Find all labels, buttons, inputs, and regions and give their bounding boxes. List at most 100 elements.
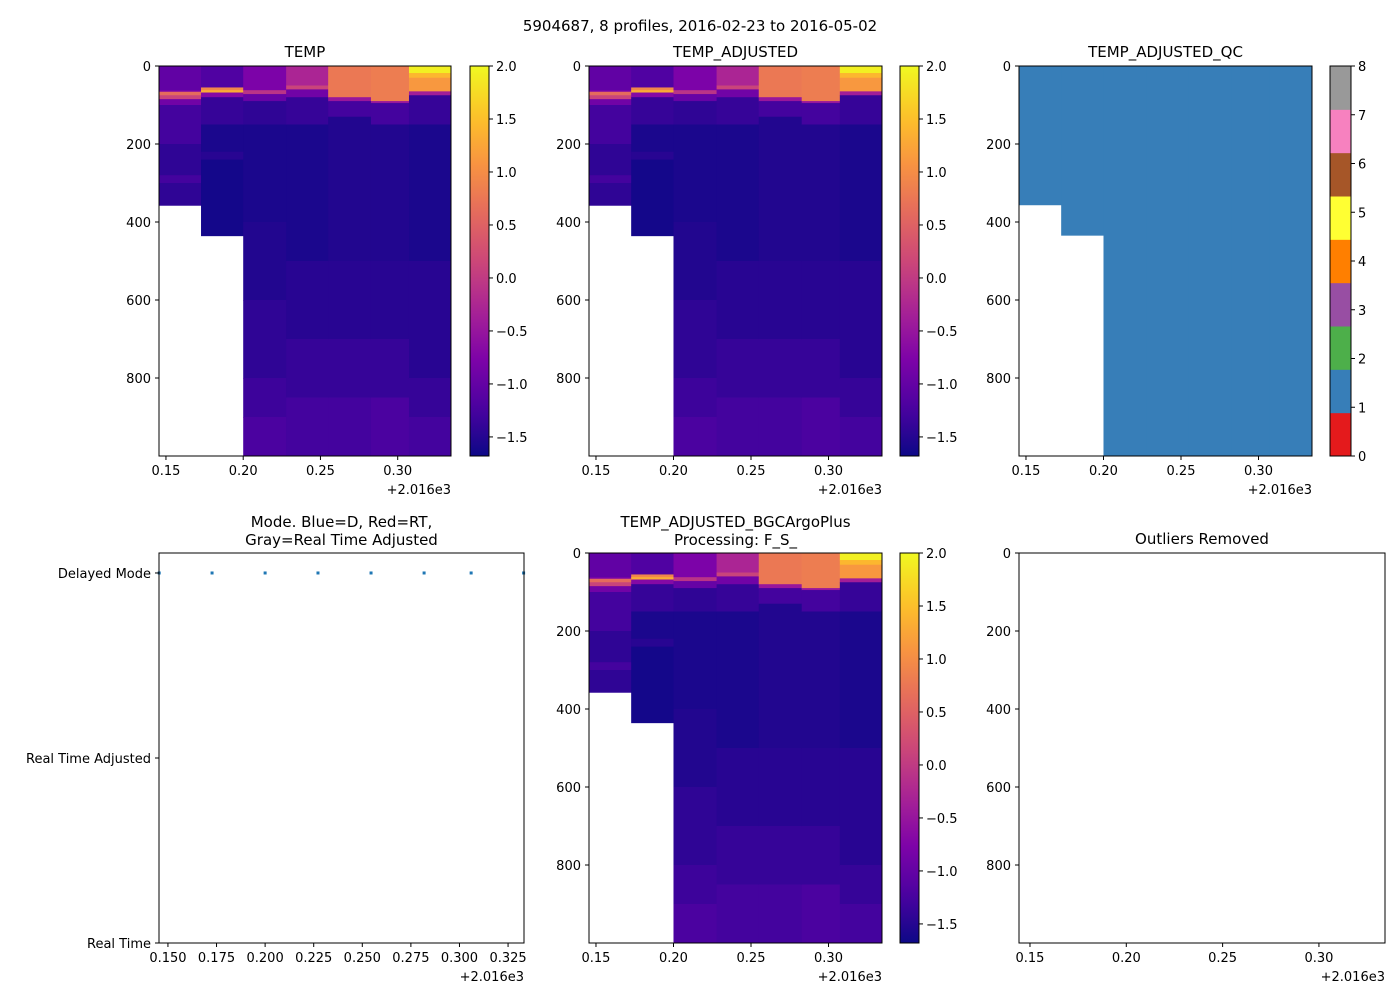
heatmap-column	[758, 66, 803, 457]
heatmap-cell	[801, 261, 841, 340]
heatmap-cell	[673, 101, 718, 125]
heatmap-cell	[589, 577, 632, 580]
heatmap-cell	[243, 90, 287, 95]
colorbar: 2.0 1.5 1.0 0.5 0.0 −0.5 −1.0 −1.5	[899, 60, 958, 457]
subplot-3: 0.15 0.20 0.25 0.30 +2.016e3 0 200 400 600 800 TEM…	[986, 43, 1366, 498]
heatmap-cell	[286, 97, 329, 125]
heatmap-cell	[716, 339, 760, 398]
heatmap-cell	[328, 397, 372, 457]
heatmap-cell	[408, 91, 452, 96]
heatmap-column	[1231, 66, 1271, 456]
heatmap-cell	[839, 748, 883, 866]
colorbar-tick-label: 1	[1358, 401, 1366, 416]
x-tick-label: 0.25	[737, 951, 766, 966]
heatmap-column	[1146, 66, 1190, 456]
heatmap-cell	[589, 670, 632, 693]
heatmap-cell	[631, 611, 674, 640]
heatmap-cell	[801, 101, 841, 104]
heatmap-column	[1269, 66, 1313, 456]
x-tick-label: 0.15	[581, 464, 610, 479]
heatmap-cell	[673, 417, 718, 457]
heatmap-cell	[589, 175, 632, 184]
data-point	[210, 571, 214, 575]
colorbar-tick-label: −1.5	[926, 918, 958, 933]
heatmap-cell	[286, 85, 329, 90]
heatmap-cell	[589, 90, 632, 93]
x-offset-label: +2.016e3	[460, 970, 524, 985]
x-tick-label: 0.20	[229, 464, 258, 479]
colorbar-tick-label: 2	[1358, 353, 1366, 368]
heatmap-cell	[589, 662, 632, 671]
x-tick-label: 0.25	[737, 464, 766, 479]
heatmap-cell	[839, 91, 883, 96]
heatmap-column	[589, 553, 632, 693]
colorbar-tick-label: 0	[1358, 450, 1366, 465]
heatmap-cell	[631, 66, 674, 88]
heatmap-cell	[589, 95, 632, 100]
x-offset-label: +2.016e3	[1321, 970, 1385, 985]
y-tick-label: 0	[143, 60, 151, 75]
colorbar-tick-label: 3	[1358, 304, 1366, 319]
heatmap-cell	[370, 66, 410, 102]
x-offset-label: +2.016e3	[387, 483, 451, 498]
heatmap-cell	[673, 90, 718, 95]
data-point	[422, 571, 426, 575]
heatmap-cell	[716, 85, 760, 90]
data-point	[369, 571, 373, 575]
heatmap-cell	[631, 97, 674, 125]
heatmap-cell	[673, 300, 718, 379]
heatmap-cell	[716, 611, 760, 749]
heatmap-cell	[589, 586, 632, 593]
heatmap-cell	[159, 95, 202, 100]
heatmap-column	[716, 66, 760, 457]
heatmap-cell	[201, 90, 244, 94]
y-tick-label: Real Time Adjusted	[26, 752, 151, 767]
heatmap-cell	[673, 865, 718, 905]
heatmap-cell	[589, 99, 632, 106]
heatmap-cell	[243, 66, 287, 91]
colorbar-tick-label: 1.0	[496, 166, 517, 181]
heatmap-cell	[758, 603, 803, 749]
heatmap-cell	[673, 222, 718, 301]
heatmap-cell	[159, 183, 202, 206]
y-tick-label: 600	[986, 781, 1011, 796]
colorbar-tick-label: 1.5	[496, 113, 517, 128]
heatmap-cell	[408, 378, 452, 418]
colorbar-swatch	[1330, 152, 1351, 197]
heatmap-column	[839, 66, 883, 457]
heatmap-column	[1061, 66, 1104, 236]
heatmap-cell	[243, 101, 287, 125]
heatmap-cell	[159, 66, 202, 91]
y-tick-label: 400	[126, 216, 151, 231]
heatmap-cell	[673, 577, 718, 582]
heatmap-cell	[758, 261, 803, 340]
heatmap-cell	[589, 91, 632, 96]
heatmap-cell	[159, 175, 202, 184]
heatmap-cell	[243, 417, 287, 457]
heatmap-cell	[328, 261, 372, 340]
heatmap-cell	[839, 261, 883, 379]
heatmap-cell	[201, 87, 244, 91]
axes-frame	[1018, 552, 1386, 944]
y-tick-label: 800	[126, 372, 151, 387]
x-tick-label: 0.250	[344, 951, 381, 966]
heatmap-cell	[201, 66, 244, 88]
subplot-title: Outliers Removed	[1135, 530, 1269, 548]
heatmap-cell	[631, 159, 674, 237]
heatmap-cell	[673, 709, 718, 788]
heatmap-cell	[673, 553, 718, 578]
heatmap-cell	[589, 631, 632, 663]
axes-frame	[588, 552, 883, 944]
colorbar: 0 1 2 3 4 5 6 7 8	[1329, 60, 1366, 465]
y-tick-label: 800	[986, 372, 1011, 387]
y-tick-label: 600	[556, 781, 581, 796]
heatmap-column	[243, 66, 287, 457]
heatmap-cell	[758, 884, 803, 944]
heatmap-cell	[159, 105, 202, 145]
colorbar-tick-label: 0.0	[496, 272, 517, 287]
heatmap-cell	[801, 103, 841, 125]
colorbar-gradient	[900, 66, 919, 456]
subplot-title: TEMP_ADJUSTED_BGCArgoPlus	[619, 513, 850, 532]
x-tick-label: 0.25	[1208, 951, 1237, 966]
heatmap-cell	[370, 101, 410, 104]
